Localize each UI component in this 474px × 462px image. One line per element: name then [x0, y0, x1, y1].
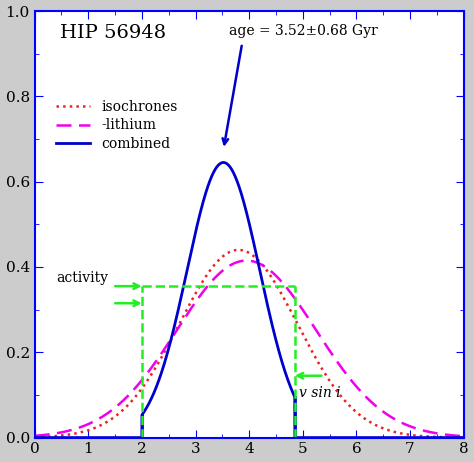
-lithium	[453, 433, 458, 438]
isochrones	[106, 418, 112, 424]
isochrones	[32, 434, 37, 440]
combined	[453, 435, 458, 440]
combined	[196, 214, 202, 220]
-lithium	[32, 433, 37, 438]
isochrones	[461, 435, 466, 440]
-lithium	[81, 423, 86, 429]
combined	[32, 435, 37, 440]
isochrones	[453, 435, 458, 440]
combined	[406, 435, 412, 440]
Line: combined: combined	[35, 163, 464, 438]
isochrones	[406, 432, 412, 438]
Text: HIP 56948: HIP 56948	[60, 24, 166, 42]
combined	[461, 435, 466, 440]
-lithium	[196, 294, 202, 300]
isochrones	[215, 258, 220, 264]
Text: age = 3.52±0.68 Gyr: age = 3.52±0.68 Gyr	[229, 24, 377, 37]
combined	[106, 435, 112, 440]
-lithium	[461, 433, 466, 439]
combined	[81, 435, 86, 440]
combined	[220, 160, 226, 165]
-lithium	[106, 409, 112, 415]
Text: activity: activity	[56, 271, 108, 285]
Legend: isochrones, -lithium, combined: isochrones, -lithium, combined	[50, 95, 183, 156]
Text: v sin i: v sin i	[299, 386, 341, 400]
-lithium	[406, 423, 412, 429]
-lithium	[215, 272, 220, 278]
isochrones	[81, 429, 86, 434]
isochrones	[236, 247, 241, 253]
-lithium	[244, 258, 249, 263]
Line: -lithium: -lithium	[35, 261, 464, 436]
combined	[215, 163, 220, 169]
isochrones	[196, 285, 202, 290]
Line: isochrones: isochrones	[35, 250, 464, 438]
